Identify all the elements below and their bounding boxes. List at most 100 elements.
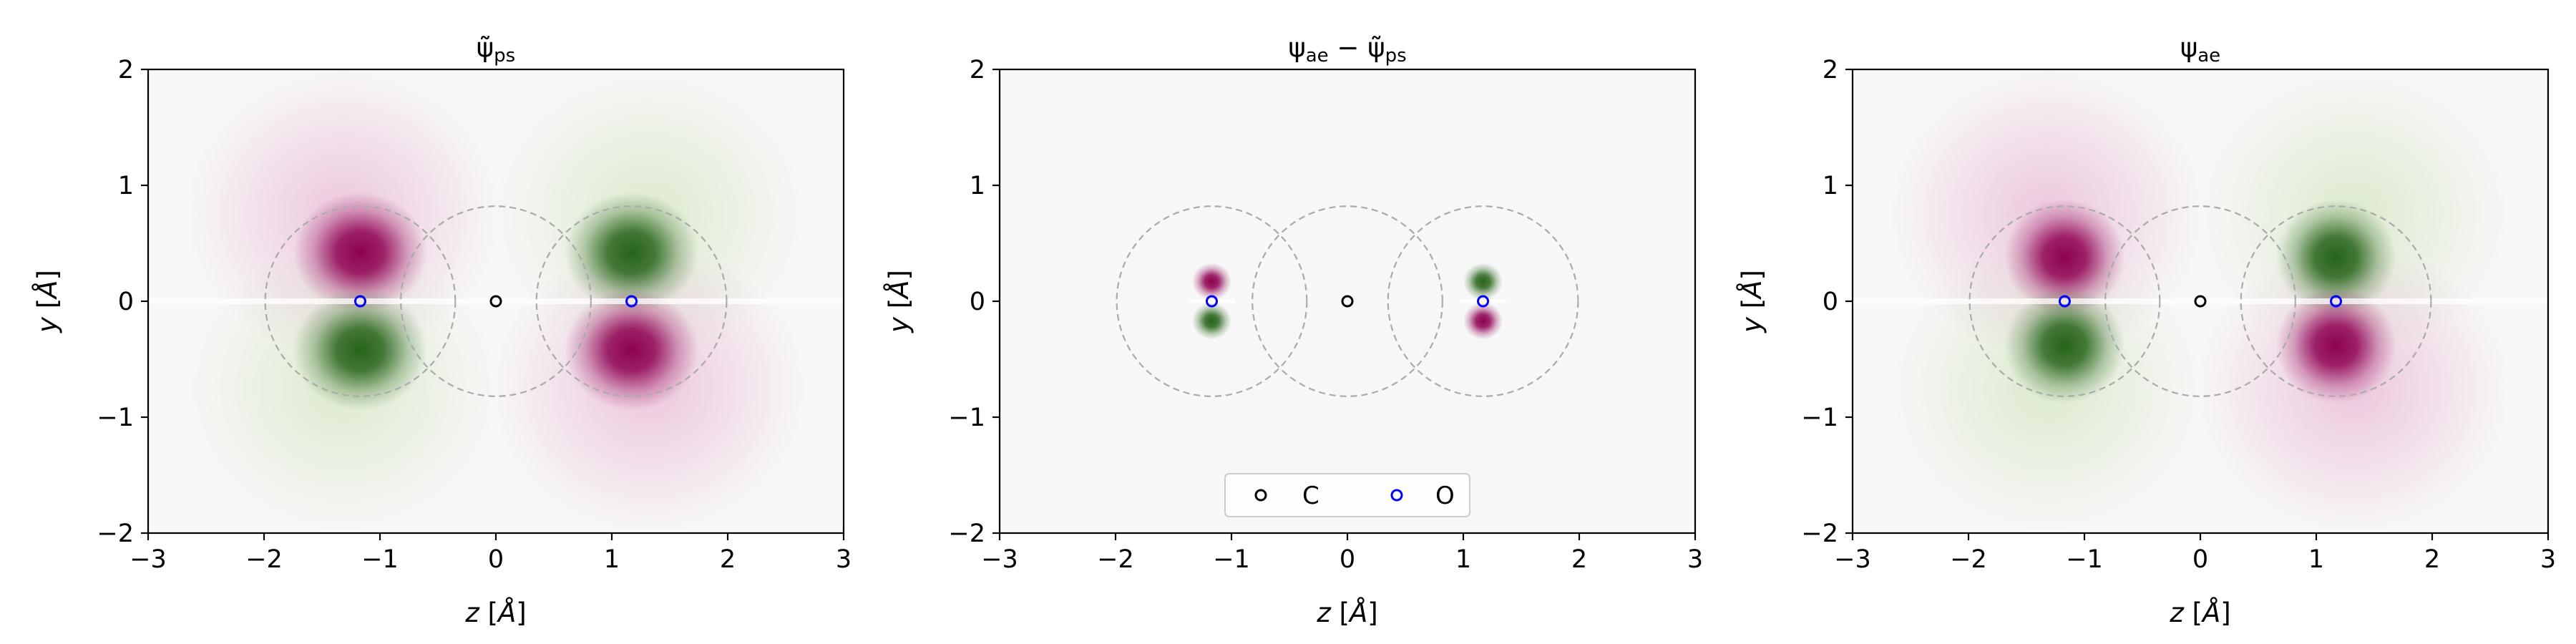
x-tick-label: −2 [1950, 545, 1987, 574]
legend-marker-oxygen [1390, 489, 1403, 502]
x-tick-label: 2 [720, 545, 736, 574]
y-tick-label: −2 [948, 519, 985, 548]
sphere-o [1968, 205, 2161, 397]
y-tick-label: 2 [970, 56, 985, 84]
panel-title: ψae − ψ̃ps [1288, 32, 1406, 67]
sphere-c [400, 205, 592, 397]
heatmap-lobes [148, 69, 844, 533]
y-tick-label: 0 [118, 288, 134, 316]
atom-marker-oxygen [1477, 295, 1490, 308]
y-tick-label: 1 [1823, 172, 1838, 200]
y-tick-label: −1 [1801, 404, 1838, 432]
atom-marker-oxygen [353, 295, 366, 308]
nodal-plane [1853, 298, 2548, 304]
nodal-plane [1189, 299, 1235, 303]
x-tick-label: 0 [488, 545, 504, 574]
lobe-top-negative [1191, 263, 1231, 301]
x-tick-label: 0 [1340, 545, 1355, 574]
atom-marker-oxygen [1205, 295, 1218, 308]
legend-marker-carbon [1254, 489, 1267, 502]
y-tick-label: 0 [970, 288, 985, 316]
sphere-o [1116, 205, 1308, 397]
lobe-bot-negative [564, 289, 699, 411]
x-tick-label: −2 [245, 545, 283, 574]
lobe-top-positive [1463, 263, 1503, 301]
legend-box [1224, 473, 1470, 517]
x-tick-label: 0 [2192, 545, 2208, 574]
x-tick-label: −3 [1834, 545, 1871, 574]
y-axis-label: y [Å] [883, 270, 914, 333]
x-tick-label: 2 [1571, 545, 1587, 574]
y-tick-label: 0 [1823, 288, 1838, 316]
y-tick-label: −1 [948, 404, 985, 432]
augmentation-spheres [1116, 205, 1579, 397]
lobe-top-negative [2004, 199, 2125, 316]
y-tick-label: −2 [1801, 519, 1838, 548]
heatmap-lobes [1189, 263, 1506, 340]
x-axis-label: z [Å] [1316, 597, 1377, 628]
y-tick-label: 2 [1823, 56, 1838, 84]
x-tick-label: −3 [981, 545, 1018, 574]
lobe-top-negative [293, 192, 428, 313]
lobe-bot-negative [2275, 287, 2396, 404]
legend-label-carbon: C [1302, 482, 1319, 510]
x-tick-label: −3 [130, 545, 167, 574]
x-ticks: −3 −2 −1 0 1 2 3 [130, 533, 852, 574]
atom-marker-oxygen [2058, 295, 2071, 308]
x-ticks: −3 −2 −1 0 1 2 3 [1834, 533, 2556, 574]
legend-label-oxygen: O [1435, 482, 1455, 510]
sphere-c [2104, 205, 2296, 397]
atom-markers [353, 295, 638, 308]
x-tick-label: 1 [2308, 545, 2324, 574]
x-tick-label: −1 [1213, 545, 1250, 574]
y-axis-label: y [Å] [31, 270, 63, 333]
y-tick-label: 1 [970, 172, 985, 200]
panel-title: ψae [2180, 32, 2220, 67]
x-tick-label: 1 [1455, 545, 1471, 574]
legend: C O [1224, 473, 1470, 517]
sphere-o [2240, 205, 2432, 397]
sphere-o [535, 205, 728, 397]
y-ticks: −2 −1 0 1 2 [948, 56, 1000, 548]
y-ticks: −2 −1 0 1 2 [97, 56, 148, 548]
lobe-bot-positive [1191, 302, 1231, 340]
x-tick-label: −1 [2066, 545, 2103, 574]
x-axis-label: z [Å] [2169, 597, 2230, 628]
x-tick-label: −1 [361, 545, 399, 574]
atom-marker-carbon [1341, 295, 1354, 308]
y-tick-label: 2 [118, 56, 134, 84]
y-ticks: −2 −1 0 1 2 [1801, 56, 1853, 548]
augmentation-spheres [1968, 205, 2432, 397]
panel-title: ψ̃ps [477, 32, 515, 67]
lobe-bot-negative [1463, 302, 1503, 340]
atom-markers [1205, 295, 1490, 308]
x-tick-label: 3 [1687, 545, 1703, 574]
x-ticks: −3 −2 −1 0 1 2 3 [981, 533, 1703, 574]
heatmap-lobes [1853, 69, 2548, 533]
lobe-bot-positive [293, 289, 428, 411]
y-tick-label: −1 [97, 404, 134, 432]
sphere-c [1252, 205, 1443, 397]
nodal-plane [1460, 299, 1506, 303]
x-tick-label: −2 [1097, 545, 1134, 574]
x-tick-label: 2 [2424, 545, 2440, 574]
plot-background [1000, 69, 1695, 533]
y-axis-label: y [Å] [1736, 270, 1767, 333]
x-tick-label: 1 [604, 545, 620, 574]
atom-markers [2058, 295, 2343, 308]
augmentation-spheres [264, 205, 728, 397]
atom-marker-carbon [2194, 295, 2207, 308]
lobe-bot-positive [2004, 287, 2125, 404]
lobe-top-positive [564, 192, 699, 313]
atom-marker-oxygen [2330, 295, 2343, 308]
y-tick-label: 1 [118, 172, 134, 200]
x-axis-label: z [Å] [464, 597, 526, 628]
x-tick-label: 3 [2540, 545, 2556, 574]
sphere-o [264, 205, 457, 397]
lobe-top-positive [2275, 199, 2396, 316]
y-tick-label: −2 [97, 519, 134, 548]
sphere-o [1387, 205, 1579, 397]
